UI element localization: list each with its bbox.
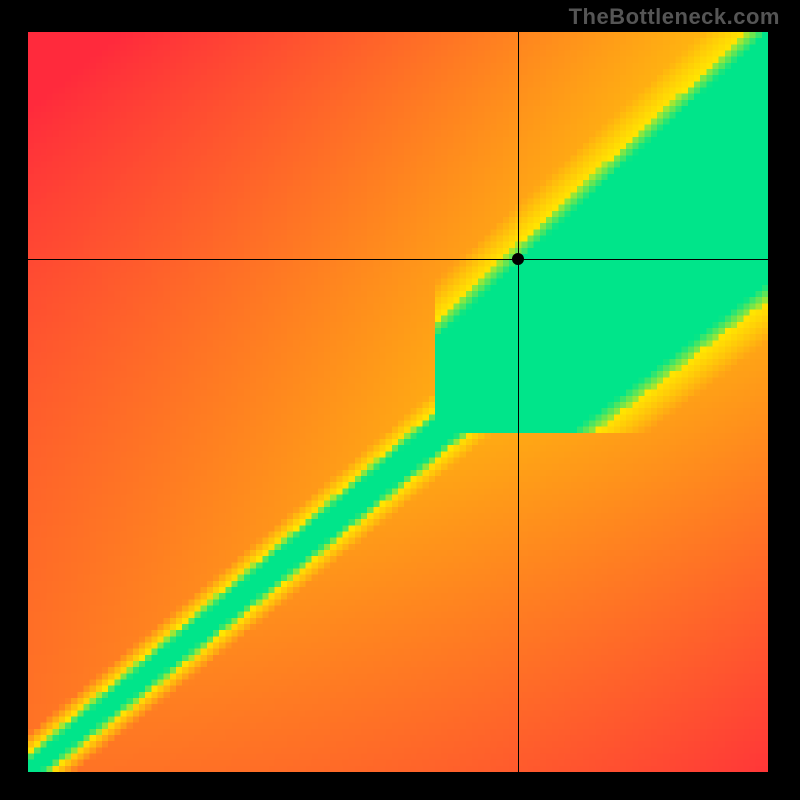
watermark-text: TheBottleneck.com: [569, 4, 780, 30]
heatmap-canvas: [28, 32, 768, 772]
crosshair-marker: [512, 253, 524, 265]
chart-container: TheBottleneck.com: [0, 0, 800, 800]
crosshair-vertical: [518, 32, 519, 772]
crosshair-horizontal: [28, 259, 768, 260]
plot-area: [28, 32, 768, 772]
